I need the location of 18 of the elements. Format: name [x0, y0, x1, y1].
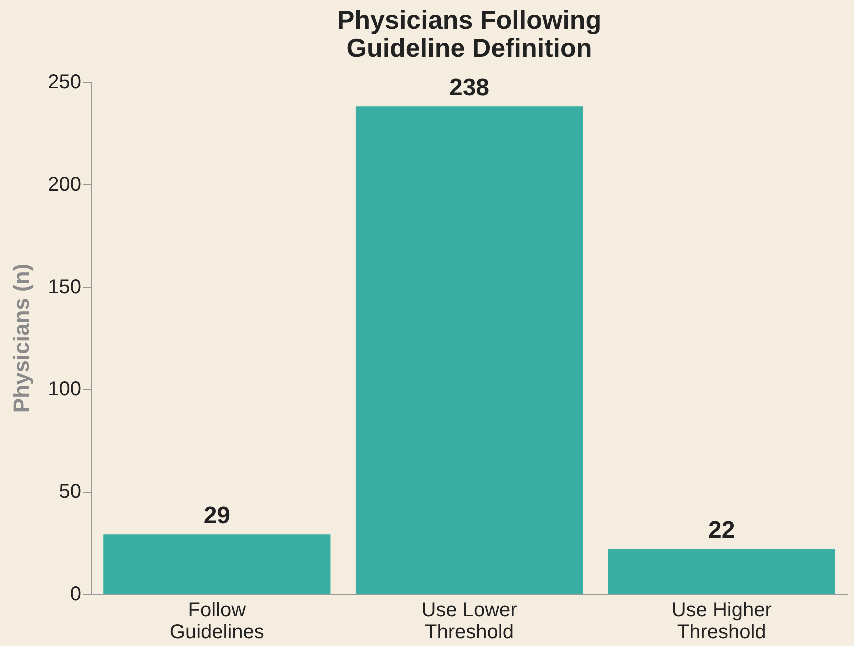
data-label: 238	[449, 74, 490, 102]
x-tick-label: Use Lower Threshold	[422, 600, 518, 644]
y-tick-label: 150	[48, 276, 82, 298]
x-tick-label: Use Higher Threshold	[672, 600, 772, 644]
bar	[356, 106, 584, 594]
y-axis-title: Physicians (n)	[9, 264, 34, 414]
x-tick-label: Follow Guidelines	[170, 600, 264, 644]
bar	[608, 548, 836, 594]
y-tick-label: 250	[48, 72, 82, 94]
text: Physicians Following	[337, 5, 602, 35]
text: Guideline Definition	[346, 33, 592, 63]
y-tick-label: 200	[48, 174, 82, 196]
y-tick-label: 100	[48, 378, 82, 401]
y-tick-label: 50	[59, 481, 82, 504]
bar	[104, 534, 331, 594]
data-label: 29	[204, 502, 231, 530]
y-tick-label: 0	[70, 584, 82, 606]
data-label: 22	[708, 516, 736, 544]
